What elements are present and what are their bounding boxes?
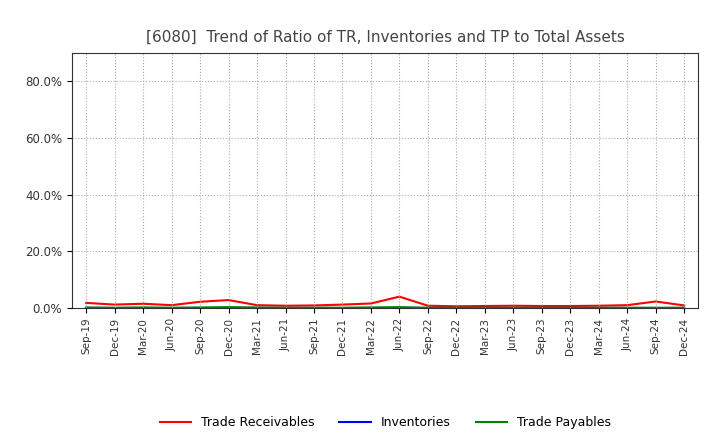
Trade Receivables [480,303,489,308]
Trade Payables [395,304,404,310]
Trade Receivables [537,303,546,308]
Trade Receivables [282,303,290,308]
Trade Receivables [452,304,461,309]
Inventories [139,305,148,310]
Inventories [652,305,660,310]
Inventories [282,305,290,310]
Trade Receivables [423,303,432,308]
Trade Payables [509,305,518,310]
Trade Payables [338,305,347,310]
Trade Payables [480,305,489,310]
Inventories [253,305,261,310]
Inventories [537,305,546,310]
Inventories [480,305,489,310]
Trade Receivables [196,299,204,304]
Inventories [595,305,603,310]
Trade Payables [652,305,660,310]
Trade Receivables [338,302,347,307]
Inventories [338,305,347,310]
Trade Payables [82,305,91,310]
Trade Payables [196,305,204,310]
Inventories [196,305,204,310]
Inventories [452,305,461,310]
Trade Receivables [509,303,518,308]
Inventories [310,305,318,310]
Trade Receivables [225,297,233,303]
Inventories [82,305,91,310]
Line: Trade Payables: Trade Payables [86,307,684,308]
Inventories [566,305,575,310]
Trade Payables [110,305,119,310]
Trade Payables [566,305,575,310]
Trade Payables [253,305,261,310]
Line: Trade Receivables: Trade Receivables [86,297,684,306]
Title: [6080]  Trend of Ratio of TR, Inventories and TP to Total Assets: [6080] Trend of Ratio of TR, Inventories… [145,29,625,45]
Trade Payables [167,305,176,310]
Legend: Trade Receivables, Inventories, Trade Payables: Trade Receivables, Inventories, Trade Pa… [155,411,616,434]
Inventories [623,305,631,310]
Trade Receivables [310,303,318,308]
Trade Receivables [82,300,91,305]
Trade Receivables [680,303,688,308]
Trade Payables [139,305,148,310]
Trade Payables [623,305,631,310]
Trade Receivables [253,303,261,308]
Trade Receivables [623,303,631,308]
Trade Payables [537,305,546,310]
Trade Payables [595,305,603,310]
Trade Payables [423,305,432,310]
Inventories [366,305,375,310]
Inventories [167,305,176,310]
Trade Payables [680,305,688,310]
Inventories [509,305,518,310]
Trade Receivables [395,294,404,299]
Trade Receivables [139,301,148,306]
Trade Receivables [366,301,375,306]
Trade Receivables [167,303,176,308]
Inventories [423,305,432,310]
Inventories [225,305,233,310]
Trade Receivables [595,303,603,308]
Inventories [110,305,119,310]
Inventories [680,305,688,310]
Trade Receivables [566,303,575,308]
Inventories [395,305,404,310]
Trade Receivables [110,302,119,307]
Trade Payables [225,304,233,310]
Trade Payables [310,305,318,310]
Trade Payables [366,305,375,310]
Trade Receivables [652,299,660,304]
Trade Payables [282,305,290,310]
Trade Payables [452,305,461,310]
